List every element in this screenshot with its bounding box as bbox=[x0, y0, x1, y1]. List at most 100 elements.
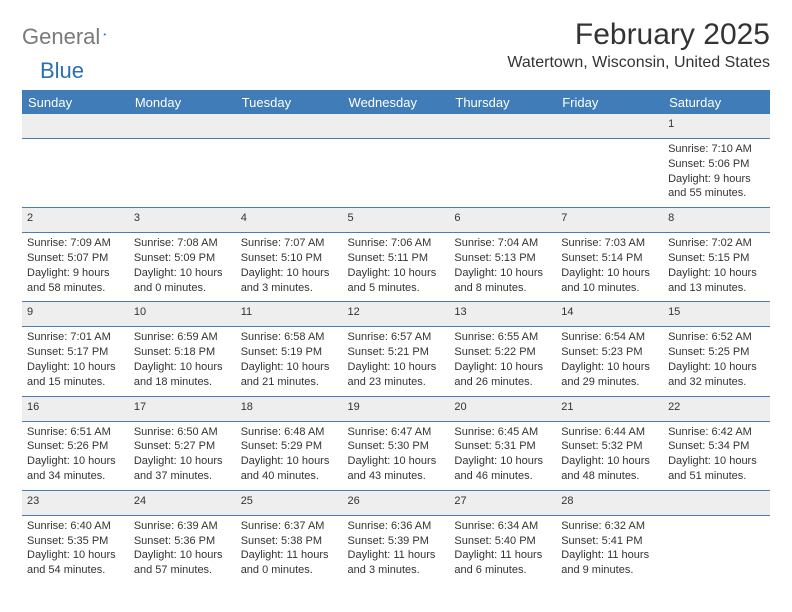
details-cell: Sunrise: 6:57 AMSunset: 5:21 PMDaylight:… bbox=[343, 327, 450, 396]
title-block: February 2025 Watertown, Wisconsin, Unit… bbox=[507, 18, 770, 72]
sunset-line: Sunset: 5:09 PM bbox=[134, 251, 231, 266]
sail-icon bbox=[103, 25, 107, 43]
sunrise-line: Sunrise: 6:32 AM bbox=[561, 519, 658, 534]
daylight-line: Daylight: 10 hours and 40 minutes. bbox=[241, 454, 338, 484]
daynum-cell: 14 bbox=[556, 302, 663, 327]
sunrise-line: Sunrise: 7:08 AM bbox=[134, 236, 231, 251]
sunset-line: Sunset: 5:21 PM bbox=[348, 345, 445, 360]
daynum-cell: 12 bbox=[343, 302, 450, 327]
sunrise-line: Sunrise: 6:34 AM bbox=[454, 519, 551, 534]
calendar-thead: SundayMondayTuesdayWednesdayThursdayFrid… bbox=[22, 91, 770, 114]
daynum-cell bbox=[343, 114, 450, 138]
daynum-cell: 5 bbox=[343, 208, 450, 233]
daylight-line: Daylight: 9 hours and 55 minutes. bbox=[668, 172, 765, 202]
sunset-line: Sunset: 5:38 PM bbox=[241, 534, 338, 549]
daynum-cell: 19 bbox=[343, 396, 450, 421]
details-cell bbox=[236, 138, 343, 207]
day-header: Thursday bbox=[449, 91, 556, 114]
details-row: Sunrise: 6:40 AMSunset: 5:35 PM Daylight:… bbox=[22, 515, 770, 584]
sunset-line: Sunset: 5:27 PM bbox=[134, 439, 231, 454]
details-cell: Sunrise: 6:44 AMSunset: 5:32 PMDaylight:… bbox=[556, 421, 663, 490]
sunrise-line: Sunrise: 6:40 AM bbox=[27, 519, 124, 534]
details-cell bbox=[129, 138, 236, 207]
details-row: Sunrise: 7:09 AMSunset: 5:07 PMDaylight:… bbox=[22, 233, 770, 302]
daylight-line: Daylight: 10 hours and 5 minutes. bbox=[348, 266, 445, 296]
daylight-line: Daylight: 10 hours and 43 minutes. bbox=[348, 454, 445, 484]
details-cell: Sunrise: 7:09 AMSunset: 5:07 PMDaylight:… bbox=[22, 233, 129, 302]
daynum-cell: 22 bbox=[663, 396, 770, 421]
daynum-cell bbox=[449, 114, 556, 138]
details-cell: Sunrise: 7:02 AMSunset: 5:15 PMDaylight:… bbox=[663, 233, 770, 302]
daynum-row: 9101112131415 bbox=[22, 302, 770, 327]
sunset-line: Sunset: 5:18 PM bbox=[134, 345, 231, 360]
daylight-line: Daylight: 10 hours and 8 minutes. bbox=[454, 266, 551, 296]
daynum-cell: 2 bbox=[22, 208, 129, 233]
sunrise-line: Sunrise: 7:01 AM bbox=[27, 330, 124, 345]
sunrise-line: Sunrise: 6:44 AM bbox=[561, 425, 658, 440]
sunset-line: Sunset: 5:17 PM bbox=[27, 345, 124, 360]
sunset-line: Sunset: 5:11 PM bbox=[348, 251, 445, 266]
sunset-line: Sunset: 5:30 PM bbox=[348, 439, 445, 454]
details-cell: Sunrise: 6:58 AMSunset: 5:19 PMDaylight:… bbox=[236, 327, 343, 396]
sunrise-line: Sunrise: 6:59 AM bbox=[134, 330, 231, 345]
daylight-line: Daylight: 10 hours and 34 minutes. bbox=[27, 454, 124, 484]
daynum-cell: 23 bbox=[22, 490, 129, 515]
daylight-line: Daylight: 10 hours and 0 minutes. bbox=[134, 266, 231, 296]
sunset-line: Sunset: 5:22 PM bbox=[454, 345, 551, 360]
daynum-cell: 13 bbox=[449, 302, 556, 327]
brand-text-blue: Blue bbox=[40, 58, 84, 84]
details-row: Sunrise: 7:10 AMSunset: 5:06 PMDaylight:… bbox=[22, 138, 770, 207]
daynum-cell: 7 bbox=[556, 208, 663, 233]
details-cell: Sunrise: 6:54 AMSunset: 5:23 PMDaylight:… bbox=[556, 327, 663, 396]
sunset-line: Sunset: 5:14 PM bbox=[561, 251, 658, 266]
sunset-line: Sunset: 5:29 PM bbox=[241, 439, 338, 454]
sunset-line: Sunset: 5:32 PM bbox=[561, 439, 658, 454]
brand-text-gray: General bbox=[22, 24, 100, 50]
sunset-line: Sunset: 5:35 PM bbox=[27, 534, 124, 549]
daynum-row: 16171819202122 bbox=[22, 396, 770, 421]
sunrise-line: Sunrise: 7:04 AM bbox=[454, 236, 551, 251]
details-cell: Sunrise: 6:42 AMSunset: 5:34 PMDaylight:… bbox=[663, 421, 770, 490]
details-cell: Sunrise: 6:59 AMSunset: 5:18 PMDaylight:… bbox=[129, 327, 236, 396]
daynum-cell bbox=[129, 114, 236, 138]
daylight-line: Daylight: 11 hours and 0 minutes. bbox=[241, 548, 338, 578]
daynum-cell: 21 bbox=[556, 396, 663, 421]
daylight-line: Daylight: 10 hours and 26 minutes. bbox=[454, 360, 551, 390]
sunrise-line: Sunrise: 6:48 AM bbox=[241, 425, 338, 440]
sunset-line: Sunset: 5:34 PM bbox=[668, 439, 765, 454]
day-header: Friday bbox=[556, 91, 663, 114]
daylight-line: Daylight: 10 hours and 37 minutes. bbox=[134, 454, 231, 484]
sunset-line: Sunset: 5:26 PM bbox=[27, 439, 124, 454]
calendar-table: SundayMondayTuesdayWednesdayThursdayFrid… bbox=[22, 91, 770, 584]
daynum-cell: 11 bbox=[236, 302, 343, 327]
daylight-line: Daylight: 10 hours and 13 minutes. bbox=[668, 266, 765, 296]
sunrise-line: Sunrise: 7:09 AM bbox=[27, 236, 124, 251]
daynum-cell: 4 bbox=[236, 208, 343, 233]
daynum-cell: 15 bbox=[663, 302, 770, 327]
sunset-line: Sunset: 5:13 PM bbox=[454, 251, 551, 266]
daynum-cell: 9 bbox=[22, 302, 129, 327]
daynum-cell: 6 bbox=[449, 208, 556, 233]
sunrise-line: Sunrise: 7:10 AM bbox=[668, 142, 765, 157]
daynum-cell: 17 bbox=[129, 396, 236, 421]
daynum-cell bbox=[22, 114, 129, 138]
day-header: Saturday bbox=[663, 91, 770, 114]
daylight-line: Daylight: 11 hours and 3 minutes. bbox=[348, 548, 445, 578]
sunrise-line: Sunrise: 6:57 AM bbox=[348, 330, 445, 345]
sunset-line: Sunset: 5:06 PM bbox=[668, 157, 765, 172]
daylight-line: Daylight: 10 hours and 15 minutes. bbox=[27, 360, 124, 390]
daylight-line: Daylight: 10 hours and 3 minutes. bbox=[241, 266, 338, 296]
details-cell: Sunrise: 6:50 AMSunset: 5:27 PMDaylight:… bbox=[129, 421, 236, 490]
daylight-line: Daylight: 10 hours and 21 minutes. bbox=[241, 360, 338, 390]
daynum-cell: 1 bbox=[663, 114, 770, 138]
details-cell: Sunrise: 6:40 AMSunset: 5:35 PMDaylight:… bbox=[22, 515, 129, 584]
sunrise-line: Sunrise: 7:06 AM bbox=[348, 236, 445, 251]
sunset-line: Sunset: 5:19 PM bbox=[241, 345, 338, 360]
day-header-row: SundayMondayTuesdayWednesdayThursdayFrid… bbox=[22, 91, 770, 114]
month-title: February 2025 bbox=[507, 18, 770, 52]
day-header: Monday bbox=[129, 91, 236, 114]
details-cell: Sunrise: 6:51 AMSunset: 5:26 PMDaylight:… bbox=[22, 421, 129, 490]
daynum-cell: 10 bbox=[129, 302, 236, 327]
daylight-line: Daylight: 10 hours and 29 minutes. bbox=[561, 360, 658, 390]
details-cell: Sunrise: 7:10 AMSunset: 5:06 PMDaylight:… bbox=[663, 138, 770, 207]
